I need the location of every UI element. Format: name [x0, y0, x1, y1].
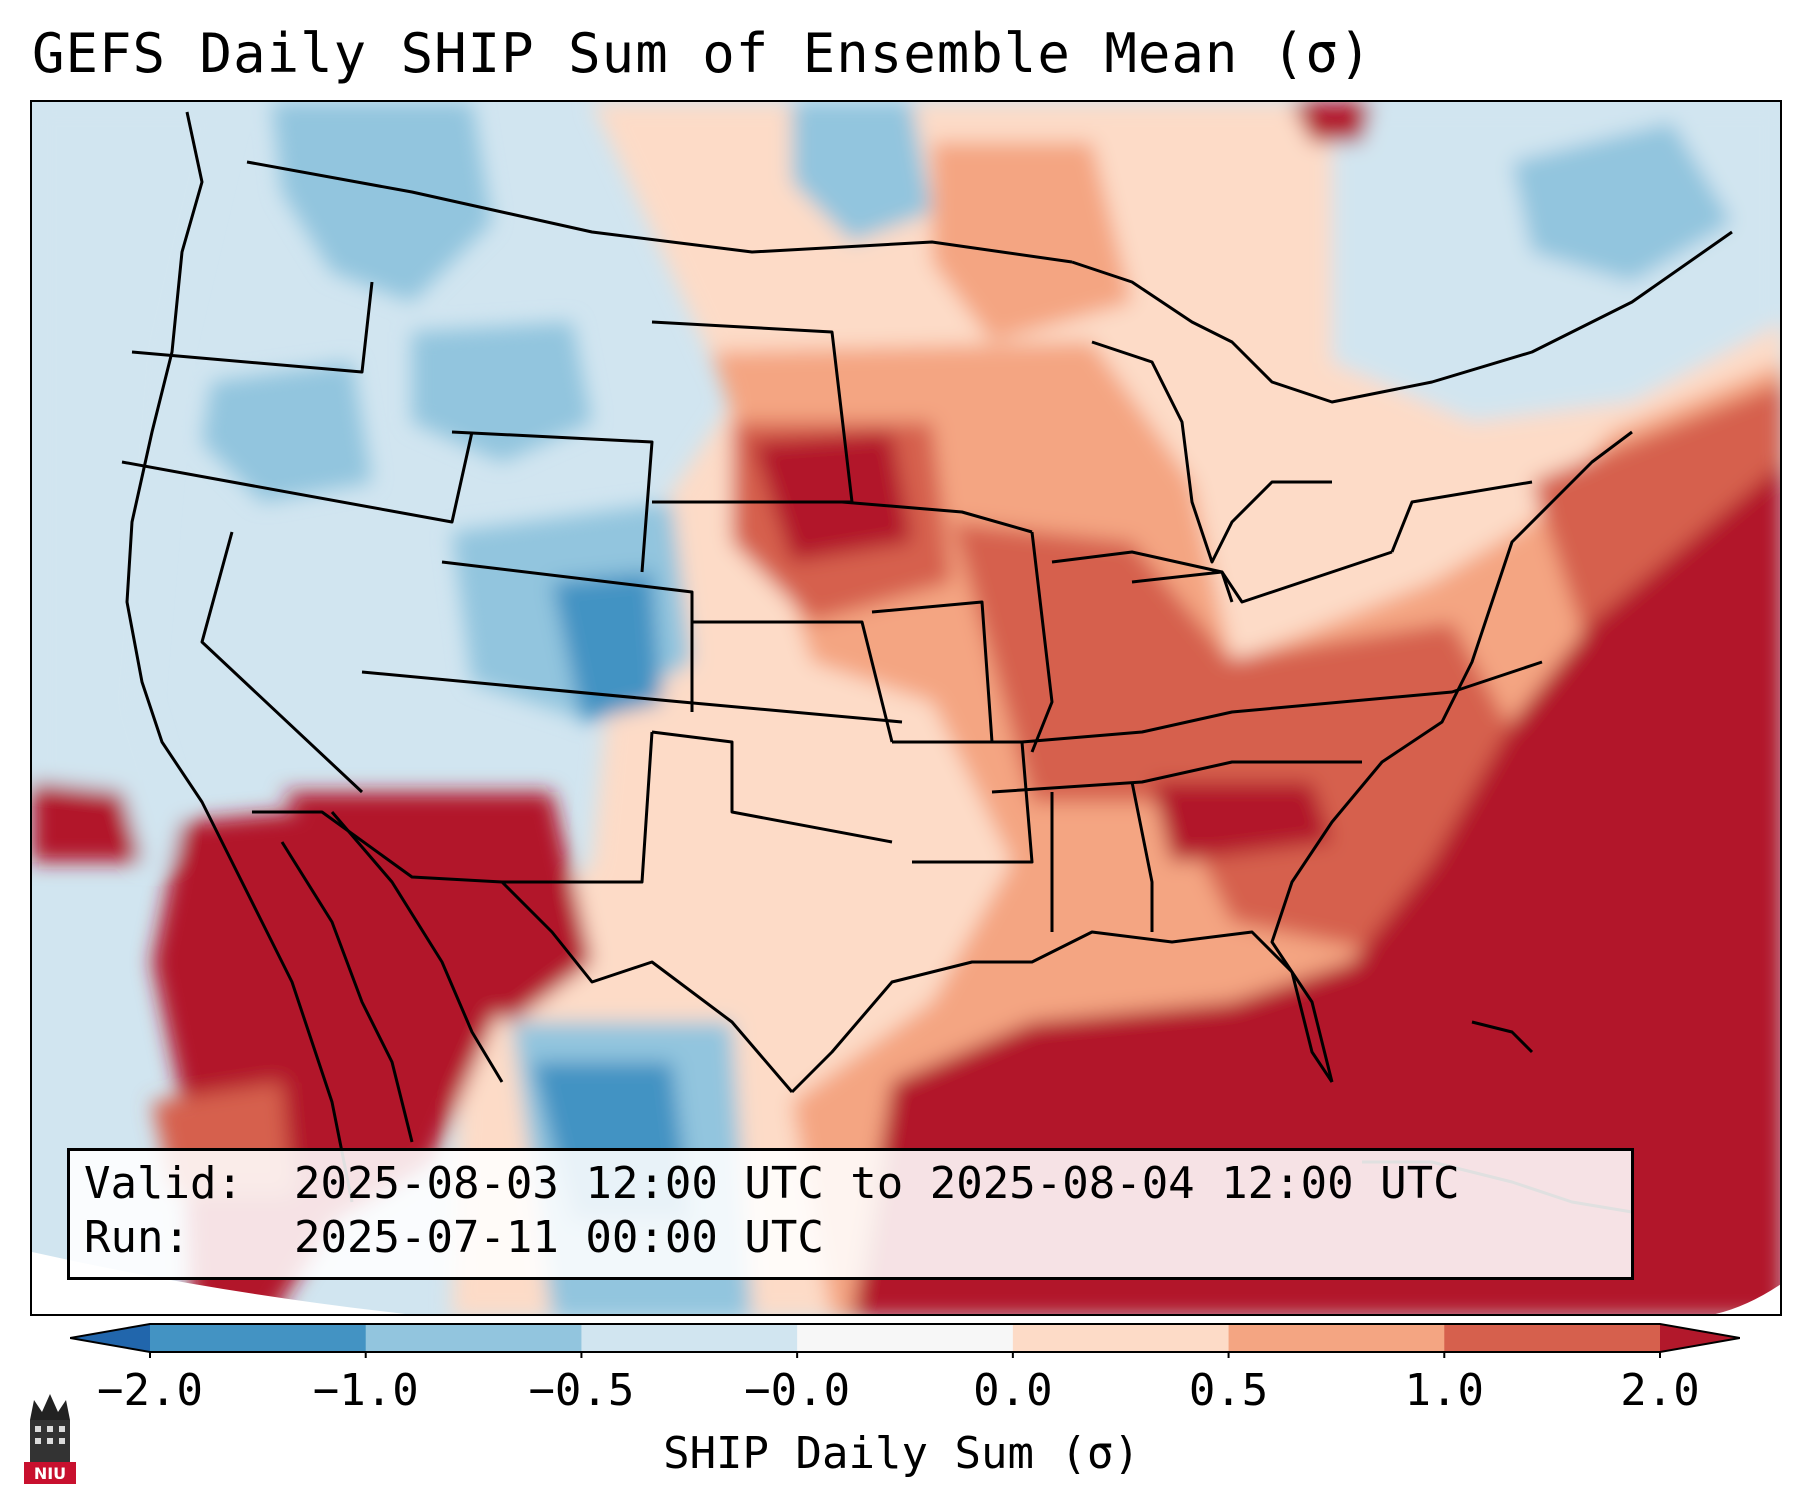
colorbar-extend-high: [1660, 1324, 1740, 1352]
run-value: 2025-07-11 00:00 UTC: [294, 1212, 824, 1263]
colorbar-bin: [365, 1324, 582, 1352]
colorbar-bin: [150, 1324, 367, 1352]
colorbar-tick-label: 1.0: [1404, 1365, 1485, 1416]
colorbar: [70, 1323, 1740, 1358]
colorbar-tick-label: −0.5: [528, 1365, 635, 1416]
colorbar-bin: [581, 1324, 798, 1352]
valid-time-box: Valid: 2025-08-03 12:00 UTC to 2025-08-04…: [67, 1148, 1634, 1280]
colorbar-tick-label: 2.0: [1620, 1365, 1700, 1416]
colorbar-bin: [797, 1324, 1014, 1352]
valid-value: 2025-08-03 12:00 UTC to 2025-08-04 12:00…: [294, 1158, 1460, 1209]
gulf-coastline: [790, 930, 1334, 1094]
colorbar-bin: [1012, 1324, 1230, 1352]
colorbar-extend-low: [70, 1324, 150, 1352]
colorbar-label: SHIP Daily Sum (σ): [663, 1428, 1140, 1479]
colorbar-tick-label: −2.0: [97, 1365, 203, 1416]
map-panel: [30, 100, 1782, 1316]
colorbar-tick-label: 0.5: [1188, 1365, 1269, 1416]
map-title: GEFS Daily SHIP Sum of Ensemble Mean (σ): [32, 22, 1373, 85]
atlantic-coastline: [1270, 430, 1633, 1083]
pacific-coastline: [125, 111, 354, 1203]
colorbar-bin: [1228, 1324, 1445, 1352]
valid-key: Valid:: [84, 1158, 243, 1209]
run-key: Run:: [84, 1212, 190, 1263]
colorbar-bin: [1444, 1324, 1661, 1352]
colorbar-tick-label: 0.0: [973, 1365, 1053, 1416]
boundaries: [121, 111, 1733, 1214]
niu-logo-icon: NIU: [24, 1394, 76, 1484]
svg-text:NIU: NIU: [34, 1464, 66, 1483]
colorbar-tick-label: −0.0: [744, 1365, 851, 1416]
projection-edge: [32, 1252, 406, 1314]
colorbar-tick-label: −1.0: [312, 1365, 419, 1416]
us-canada-border: [246, 160, 1073, 264]
field-anomalies: [32, 102, 1780, 1314]
ship-anomaly-map: [32, 102, 1780, 1314]
